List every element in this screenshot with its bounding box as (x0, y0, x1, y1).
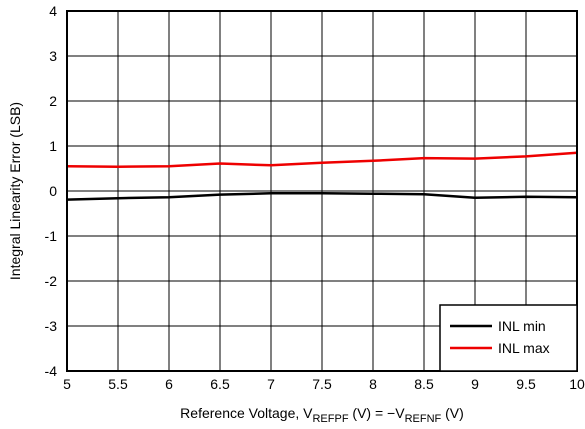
x-tick-label: 5 (63, 376, 71, 392)
x-axis-title-sub2: REFNF (405, 413, 442, 425)
legend-label-inl-min: INL min (498, 318, 546, 334)
x-axis-title-sub1: REFPF (312, 413, 348, 425)
y-tick-label: 4 (49, 3, 57, 19)
x-tick-label: 9.5 (516, 376, 536, 392)
x-tick-label: 6.5 (210, 376, 230, 392)
plot-frame (66, 10, 578, 372)
series-lines (66, 151, 578, 201)
y-tick-label: 2 (49, 93, 57, 109)
legend: INL min INL max (439, 304, 578, 372)
legend-label-inl-max: INL max (498, 340, 550, 356)
y-tick-label: -4 (45, 363, 58, 379)
x-axis-title-tail: (V) (441, 405, 464, 421)
x-tick-label: 9 (471, 376, 479, 392)
y-tick-label: 3 (49, 48, 57, 64)
x-tick-labels: 5 5.5 6 6.5 7 7.5 8 8.5 9 9.5 10 (63, 376, 585, 392)
y-tick-labels: 4 3 2 1 0 -1 -2 -3 -4 (45, 3, 58, 379)
series-line-inl-max (66, 151, 578, 168)
y-tick-label: -3 (45, 318, 58, 334)
x-axis-title: Reference Voltage, VREFPF (V) = −VREFNF … (180, 405, 464, 425)
y-axis-title: Integral Linearity Error (LSB) (7, 102, 23, 280)
y-tick-label: 0 (49, 183, 57, 199)
y-tick-label: 1 (49, 138, 57, 154)
x-tick-label: 8 (369, 376, 377, 392)
legend-box (439, 304, 578, 372)
x-axis-title-mid: (V) = −V (349, 405, 406, 421)
x-axis-title-main: Reference Voltage, V (180, 405, 313, 421)
x-tick-label: 6 (165, 376, 173, 392)
y-tick-label: -2 (45, 273, 58, 289)
x-tick-label: 8.5 (414, 376, 434, 392)
y-tick-label: -1 (45, 228, 58, 244)
x-tick-label: 7 (267, 376, 275, 392)
x-tick-label: 10 (569, 376, 585, 392)
series-line-inl-min (66, 192, 578, 201)
x-tick-label: 5.5 (108, 376, 128, 392)
x-tick-label: 7.5 (312, 376, 332, 392)
